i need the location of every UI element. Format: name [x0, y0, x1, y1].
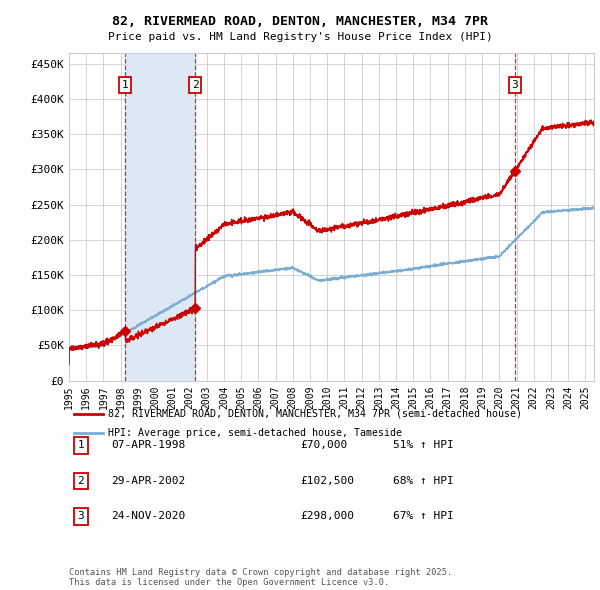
Text: £298,000: £298,000	[300, 512, 354, 521]
Text: 2: 2	[77, 476, 85, 486]
Text: 29-APR-2002: 29-APR-2002	[111, 476, 185, 486]
Text: 82, RIVERMEAD ROAD, DENTON, MANCHESTER, M34 7PR: 82, RIVERMEAD ROAD, DENTON, MANCHESTER, …	[112, 15, 488, 28]
Text: 51% ↑ HPI: 51% ↑ HPI	[393, 441, 454, 450]
Text: 24-NOV-2020: 24-NOV-2020	[111, 512, 185, 521]
Text: 3: 3	[511, 80, 518, 90]
Text: 67% ↑ HPI: 67% ↑ HPI	[393, 512, 454, 521]
Text: £102,500: £102,500	[300, 476, 354, 486]
Text: 1: 1	[77, 441, 85, 450]
Bar	[125, 53, 195, 381]
Text: 07-APR-1998: 07-APR-1998	[111, 441, 185, 450]
Text: Price paid vs. HM Land Registry's House Price Index (HPI): Price paid vs. HM Land Registry's House …	[107, 32, 493, 42]
Text: HPI: Average price, semi-detached house, Tameside: HPI: Average price, semi-detached house,…	[108, 428, 402, 438]
Text: 3: 3	[77, 512, 85, 521]
Text: Contains HM Land Registry data © Crown copyright and database right 2025.
This d: Contains HM Land Registry data © Crown c…	[69, 568, 452, 587]
Text: 2: 2	[192, 80, 199, 90]
Text: 82, RIVERMEAD ROAD, DENTON, MANCHESTER, M34 7PR (semi-detached house): 82, RIVERMEAD ROAD, DENTON, MANCHESTER, …	[108, 409, 522, 419]
Text: 1: 1	[122, 80, 128, 90]
Text: £70,000: £70,000	[300, 441, 347, 450]
Text: 68% ↑ HPI: 68% ↑ HPI	[393, 476, 454, 486]
